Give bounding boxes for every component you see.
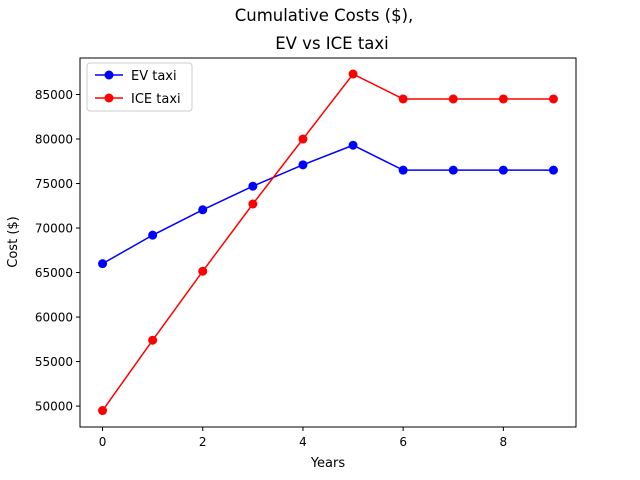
x-tick-label: 0: [99, 435, 107, 449]
x-axis-label: Years: [310, 456, 346, 471]
data-point-ev-taxi: [348, 140, 358, 150]
axes-frame: [79, 57, 577, 428]
y-tick-label: 80000: [35, 133, 73, 147]
series-line-ice-taxi: [101, 73, 554, 411]
data-point-ice-taxi: [548, 94, 558, 104]
y-tick-label: 70000: [35, 222, 73, 236]
legend-ev-label: EV taxi: [131, 69, 177, 84]
data-point-ev-taxi: [298, 160, 308, 170]
data-point-ice-taxi: [98, 406, 108, 416]
data-point-ice-taxi: [198, 266, 208, 276]
data-point-ev-taxi: [148, 230, 158, 240]
data-point-ice-taxi: [498, 94, 508, 104]
chart-title-line-2: EV vs ICE taxi: [275, 34, 389, 53]
data-point-ice-taxi: [148, 335, 158, 345]
x-tick-label: 8: [500, 435, 508, 449]
legend: EV taxi ICE taxi: [86, 62, 193, 112]
y-tick-label: 75000: [35, 177, 73, 191]
data-point-ev-taxi: [498, 165, 508, 175]
data-point-ice-taxi: [398, 94, 408, 104]
chart-title-line-1: Cumulative Costs ($),: [235, 6, 414, 25]
data-point-ev-taxi: [248, 181, 258, 191]
y-tick-label: 65000: [35, 266, 73, 280]
legend-ice-marker: [104, 93, 114, 103]
y-tick-label: 55000: [35, 355, 73, 369]
x-tick-label: 2: [199, 435, 207, 449]
legend-ice-label: ICE taxi: [131, 92, 181, 107]
data-point-ice-taxi: [348, 69, 358, 79]
data-point-ice-taxi: [448, 94, 458, 104]
data-point-ev-taxi: [198, 205, 208, 215]
data-point-ice-taxi: [298, 134, 308, 144]
y-tick-label: 85000: [35, 88, 73, 102]
y-tick-label: 60000: [35, 311, 73, 325]
data-point-ev-taxi: [398, 165, 408, 175]
y-tick-label: 50000: [35, 400, 73, 414]
data-point-ev-taxi: [98, 259, 108, 269]
x-tick-label: 6: [399, 435, 407, 449]
data-point-ev-taxi: [448, 165, 458, 175]
legend-ev-marker: [104, 70, 114, 80]
plot-area: [98, 69, 558, 416]
y-axis-label: Cost ($): [6, 216, 21, 267]
data-point-ice-taxi: [248, 199, 258, 209]
series-line-ev-taxi: [102, 144, 554, 265]
x-tick-label: 4: [299, 435, 307, 449]
data-point-ev-taxi: [548, 165, 558, 175]
